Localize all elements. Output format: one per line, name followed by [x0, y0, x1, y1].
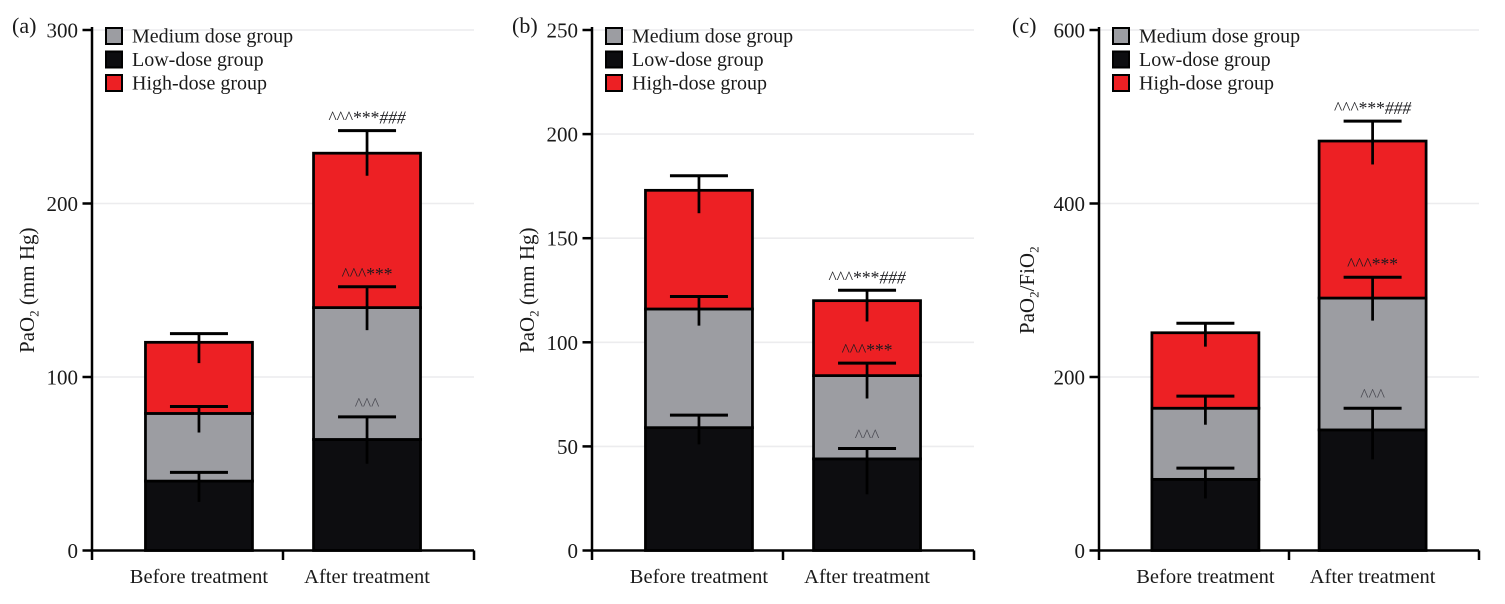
bar-segment-high-dose-group	[312, 151, 422, 309]
x-category-label: After treatment	[1310, 566, 1436, 588]
panel-c: (c) Before treatment ^^^ ^^^*** ^^^***### Af…	[1000, 0, 1505, 604]
legend-label: Medium dose group	[132, 26, 293, 48]
bar-segment-high-dose-group	[1317, 139, 1428, 300]
legend-swatch	[1112, 50, 1130, 69]
y-tick-label: 200	[547, 123, 579, 147]
y-axis-label: PaO2 (mm Hg)	[15, 228, 42, 354]
significance-annotation: ^^^***	[1347, 254, 1398, 274]
panel-label-c: (c)	[1012, 13, 1037, 38]
chart-a: Before treatment ^^^ ^^^*** ^^^***### After …	[15, 19, 476, 588]
y-tick-label: 300	[47, 19, 79, 43]
x-category-label: Before treatment	[1136, 566, 1275, 588]
legend-label: High-dose group	[132, 73, 267, 95]
legend-label: Medium dose group	[632, 26, 793, 48]
legend-swatch	[605, 74, 623, 92]
legend-swatch	[105, 27, 123, 45]
x-category-label: Before treatment	[130, 566, 269, 588]
legend-swatch	[105, 50, 123, 69]
legend-label: Medium dose group	[1139, 26, 1300, 48]
significance-annotation: ^^^***###	[1334, 98, 1412, 118]
significance-annotation: ^^^	[855, 425, 880, 445]
y-tick-label: 600	[1054, 19, 1086, 43]
legend-label: Low-dose group	[632, 49, 764, 71]
significance-annotation: ^^^	[1360, 385, 1385, 405]
panel-label-b: (b)	[512, 13, 538, 38]
significance-annotation: ^^^	[355, 394, 380, 414]
y-axis-label: PaO2/FiO2	[1015, 246, 1042, 334]
legend-swatch	[605, 50, 623, 69]
chart-b: Before treatment ^^^ ^^^*** ^^^***### After …	[515, 19, 976, 588]
y-tick-label: 100	[47, 366, 79, 390]
panel-label-a: (a)	[12, 13, 37, 38]
legend-label: Low-dose group	[1139, 49, 1271, 71]
y-tick-label: 0	[568, 539, 579, 563]
panel-a: (a) Before treatment ^^^ ^^^*** ^^^***### Af…	[0, 0, 500, 604]
legend-label: Low-dose group	[132, 49, 264, 71]
legend-label: High-dose group	[632, 73, 767, 95]
chart-c: Before treatment ^^^ ^^^*** ^^^***### After …	[1015, 19, 1481, 588]
legend-label: High-dose group	[1139, 73, 1274, 95]
y-tick-label: 50	[557, 435, 578, 459]
x-category-label: Before treatment	[630, 566, 769, 588]
bar-segment-low-dose-group	[644, 426, 754, 552]
y-tick-label: 100	[547, 331, 579, 355]
significance-annotation: ^^^***###	[828, 267, 906, 287]
panel-b: (b) Before treatment ^^^ ^^^*** ^^^***### Af…	[500, 0, 1000, 604]
y-tick-label: 0	[1075, 539, 1086, 563]
significance-annotation: ^^^***	[342, 264, 393, 284]
y-tick-label: 400	[1054, 192, 1086, 216]
legend-swatch	[105, 74, 123, 92]
y-axis-label: PaO2 (mm Hg)	[515, 228, 542, 354]
y-tick-label: 250	[547, 19, 579, 43]
y-tick-label: 150	[547, 227, 579, 251]
significance-annotation: ^^^***###	[328, 108, 406, 128]
legend-swatch	[605, 27, 623, 45]
legend-swatch	[1112, 74, 1130, 92]
y-tick-label: 200	[1054, 366, 1086, 390]
y-tick-label: 200	[47, 192, 79, 216]
legend-swatch	[1112, 27, 1130, 45]
y-tick-label: 0	[68, 539, 79, 563]
significance-annotation: ^^^***	[842, 340, 893, 360]
x-category-label: After treatment	[804, 566, 930, 588]
x-category-label: After treatment	[304, 566, 430, 588]
bar-segment-medium-dose-group	[644, 307, 754, 430]
